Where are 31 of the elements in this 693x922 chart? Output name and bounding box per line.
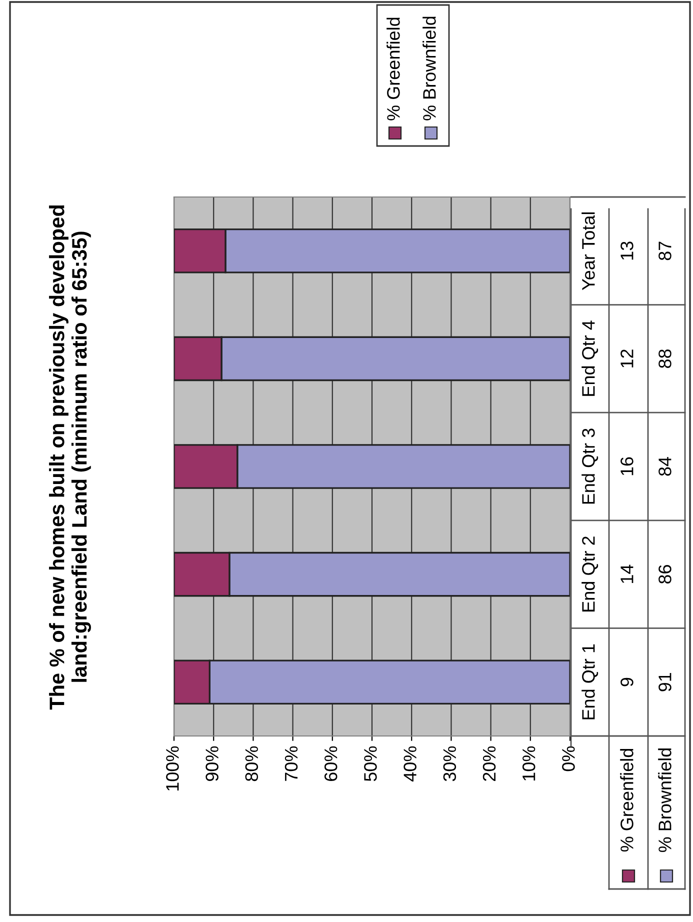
data-label: 88	[658, 349, 672, 368]
text: % Brownfield	[658, 748, 672, 852]
x-tick-label: 90%	[206, 746, 218, 782]
y-tick-label: End Qtr 2	[582, 536, 598, 612]
x-tick-label: 50%	[364, 746, 377, 782]
data-label: 91	[658, 672, 672, 692]
data-label: 87	[658, 242, 672, 260]
y-tick-label: Year Total	[582, 212, 595, 290]
data-label: 14	[620, 564, 634, 583]
data-label: 16	[620, 457, 634, 476]
data-label: 9	[620, 678, 634, 686]
data-label: 86	[658, 565, 672, 584]
x-tick-label: 60%	[324, 746, 338, 781]
text: % Greenfield	[386, 18, 400, 120]
y-tick-label: End Qtr 3	[582, 428, 598, 504]
x-tick-label: 30%	[443, 746, 456, 782]
y-tick-label: End Qtr 1	[582, 644, 598, 720]
x-tick-label: 40%	[404, 746, 416, 782]
data-label: 13	[620, 242, 634, 260]
text: % Brownfield	[422, 16, 436, 120]
data-label: 12	[620, 350, 634, 368]
text: The % of new homes built on previously developed land:greenfield Land (minimum ratio of 65:35)	[49, 205, 91, 710]
x-tick-label: 10%	[522, 746, 536, 780]
data-label: 84	[658, 456, 672, 476]
x-tick-label: 70%	[284, 746, 298, 781]
y-tick-label: End Qtr 4	[582, 320, 598, 396]
x-tick-label: 0%	[562, 746, 575, 772]
x-tick-label: 20%	[482, 746, 496, 781]
x-tick-label: 100%	[166, 746, 179, 791]
x-tick-label: 80%	[245, 746, 258, 782]
text: % Greenfield	[620, 748, 634, 852]
